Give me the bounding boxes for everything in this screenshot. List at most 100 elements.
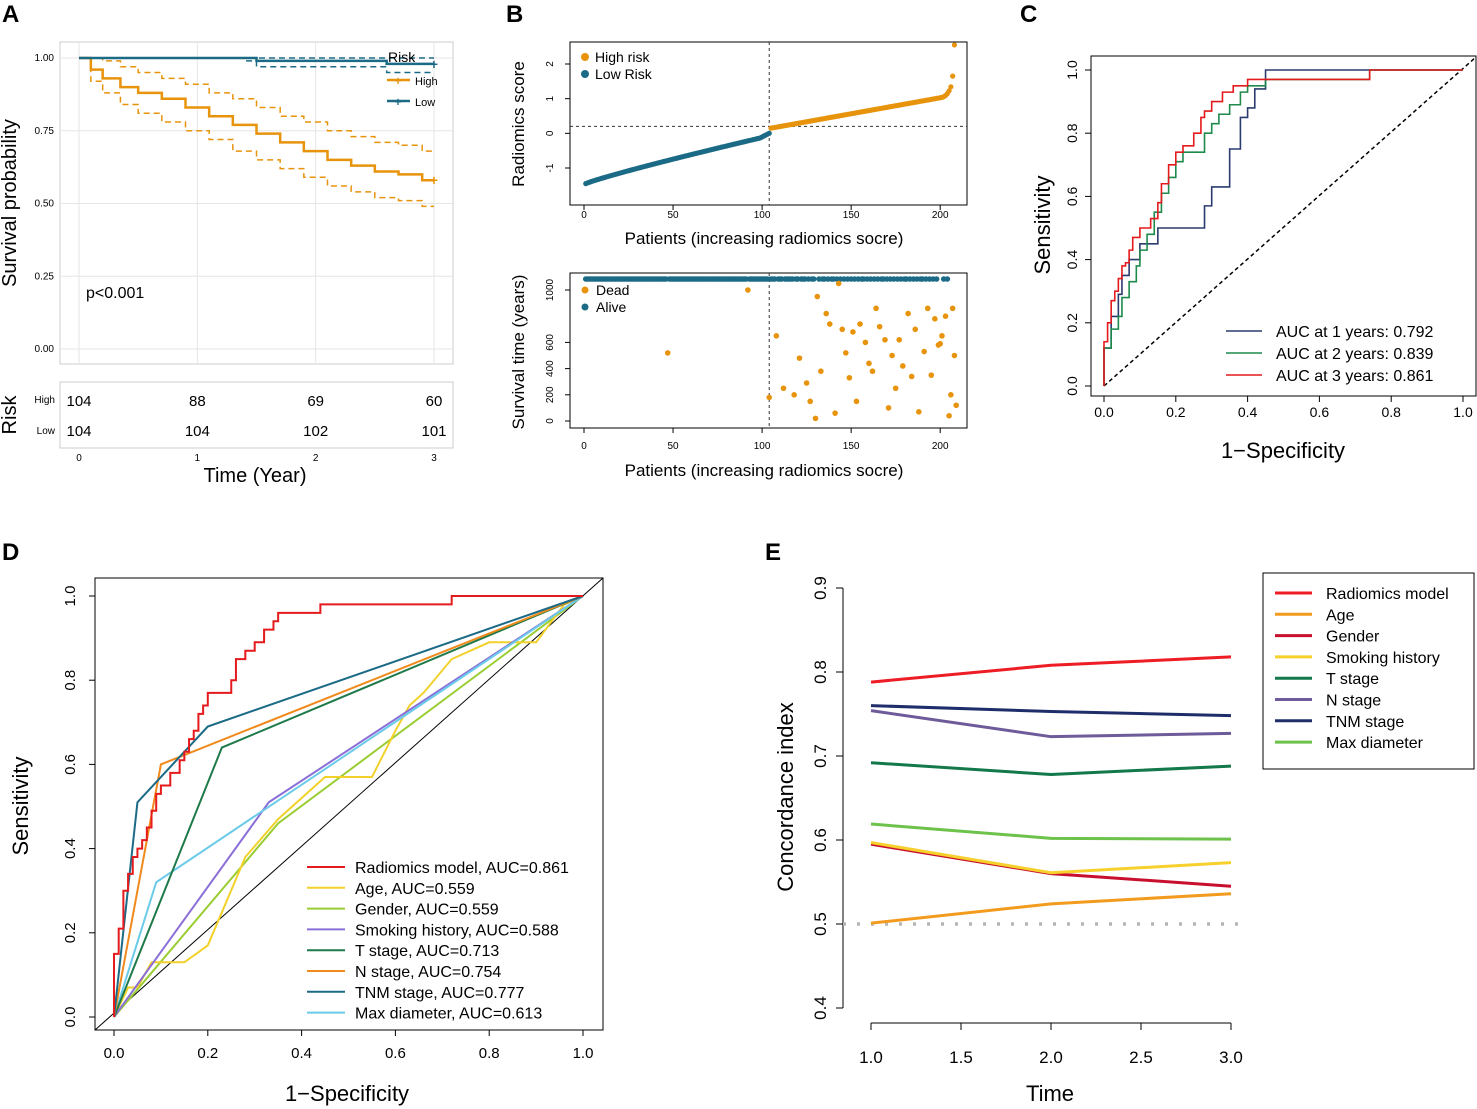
panel-letter-e: E <box>765 539 781 566</box>
panel-b-bottom-points <box>582 276 960 422</box>
panel-d-ytick-label: 1.0 <box>62 586 79 607</box>
panel-e-lines <box>843 655 1247 926</box>
panel-b-top-frame <box>569 41 968 206</box>
panel-a-km-plot: 0.000.250.500.751.00 ++ Survival probabi… <box>0 41 454 487</box>
panel-c-curve-2y <box>1103 69 1463 386</box>
panel-a-xlabel: Time (Year) <box>204 465 307 487</box>
panel-d-curve-max-diameter <box>113 595 584 1018</box>
panel-b-bottom-xtick-label: 150 <box>843 441 860 452</box>
panel-c-ytick-label: 0.0 <box>1064 376 1080 396</box>
panel-b-bottom-point-dead <box>946 412 952 419</box>
panel-a-risk-count: 60 <box>426 393 443 410</box>
panel-b-bottom-point-dead <box>873 305 879 312</box>
panel-c-legend-label: AUC at 1 years: 0.792 <box>1276 324 1434 341</box>
panel-b-bottom-ytick-label: 0 <box>545 418 556 424</box>
panel-b-bottom-point-dead <box>876 323 883 330</box>
panel-e-legend-label: N stage <box>1326 693 1381 710</box>
panel-d-ytick-label: 0.0 <box>62 1007 79 1028</box>
panel-e-legend-label: Gender <box>1326 629 1380 646</box>
panel-c-curve-3y <box>1103 69 1463 386</box>
panel-b-top-point-high <box>946 88 952 94</box>
panel-b-survival-plot: 0 50 100 150 200 0 200 400 600 1000 Survival time… <box>509 272 968 480</box>
panel-b-bottom-point-dead <box>818 368 824 375</box>
panel-b-bottom-ytick-label: 1000 <box>545 278 556 301</box>
panel-d-xtick-label: 0.4 <box>291 1045 312 1062</box>
panel-b-top-xtick-label: 0 <box>581 210 587 221</box>
panel-d-ticks: 0.0 0.2 0.4 0.6 0.8 1.0 0.0 0.2 0.4 0.6 0.8 1.0 <box>62 586 593 1062</box>
panel-e-line-smoking-history <box>870 841 1232 875</box>
panel-d-legend-label: Age, AUC=0.559 <box>355 881 475 898</box>
panel-a-legend-title: Risk <box>388 49 416 65</box>
panel-d-xtick-label: 0.6 <box>385 1045 406 1062</box>
panel-c-ytick-label: 0.2 <box>1064 313 1080 333</box>
panel-e-ytick-label: 0.7 <box>811 744 830 768</box>
panel-a-ytick-label: 1.00 <box>35 53 55 64</box>
panel-b-bottom-xtick-label: 100 <box>754 441 771 452</box>
panel-b-bottom-point-dead <box>823 310 830 317</box>
panel-a-risk-row-low-label: Low <box>37 426 56 437</box>
panel-e-legend-label: T stage <box>1326 671 1379 688</box>
panel-c-frame <box>1090 55 1477 397</box>
panel-a-risk-count: 104 <box>66 423 91 440</box>
panel-letter-b: B <box>506 1 523 28</box>
panel-b-bottom-point-dead <box>866 360 872 367</box>
panel-d-legend-label: N stage, AUC=0.754 <box>355 964 501 981</box>
panel-b-bottom-xtick-label: 200 <box>932 441 949 452</box>
panel-b-bottom-point-dead <box>885 405 892 411</box>
panel-d-curve-n-stage <box>113 595 584 1018</box>
panel-d-legend-label: Gender, AUC=0.559 <box>355 902 499 919</box>
panel-b-top-points <box>583 42 958 187</box>
panel-d-legend-label: T stage, AUC=0.713 <box>355 943 499 960</box>
panel-e-xtick-label: 1.0 <box>859 1048 883 1067</box>
panel-e-ytick-label: 0.8 <box>811 660 830 684</box>
panel-a-legend-high-plus: + <box>394 74 401 88</box>
panel-a-curves: ++ <box>79 56 438 208</box>
panel-letter-c: C <box>1020 1 1037 28</box>
panel-e-line-tnm-stage <box>870 704 1232 718</box>
panel-b-bottom-point-dead <box>862 339 869 346</box>
panel-b-bottom-ytick-label: 600 <box>545 334 556 351</box>
panel-b-bottom-point-dead <box>826 321 833 327</box>
panel-a-xtick-label: 3 <box>431 453 437 464</box>
panel-b-bottom-point-dead <box>916 409 922 415</box>
panel-e-ytick-label: 0.5 <box>811 912 830 936</box>
panel-d-curves <box>94 577 604 1031</box>
panel-c-ylabel: Sensitivity <box>1030 175 1055 274</box>
panel-b-top-legend-high-dot <box>581 53 589 61</box>
panel-b-bottom-point-alive <box>810 276 817 282</box>
panel-e-xtick-label: 1.5 <box>949 1048 973 1067</box>
panel-e-xtick-label: 2.0 <box>1039 1048 1063 1067</box>
panel-c-ytick-label: 0.6 <box>1064 186 1080 206</box>
panel-d-ytick-label: 0.2 <box>62 922 79 943</box>
panel-e-legend-label: TNM stage <box>1326 714 1404 731</box>
panel-c-diagonal <box>1103 56 1477 387</box>
panel-b-bottom-point-dead <box>812 415 819 422</box>
panel-e-line-radiomics-model <box>870 655 1232 684</box>
panel-a-legend-low: Low <box>415 97 435 109</box>
panel-c-curve-1y <box>1103 69 1463 386</box>
panel-b-bottom-point-dead <box>807 398 813 405</box>
panel-e-xtick-label: 3.0 <box>1219 1048 1243 1067</box>
panel-b-bottom-point-dead <box>889 352 895 359</box>
panel-d-curve-t-stage <box>113 595 584 1018</box>
panel-b-bottom-point-dead <box>803 380 810 386</box>
panel-b-top-xlabel: Patients (increasing radiomics socre) <box>625 229 904 248</box>
panel-b-top-point-low <box>766 130 772 136</box>
panel-a-xticks: 0 1 2 3 <box>76 453 437 464</box>
panel-a-risk-count: 88 <box>189 393 206 410</box>
panel-b-score-plot: 0 50 100 150 200 -1 0 1 2 Radiomics score Patien… <box>509 41 968 248</box>
panel-e-legend: Radiomics model Age Gender Smoking history T… <box>1275 586 1449 752</box>
panel-c-legend-label: AUC at 2 years: 0.839 <box>1276 346 1434 363</box>
panel-e-line-t-stage <box>870 761 1232 776</box>
panel-a-risk-row-high-label: High <box>34 395 55 406</box>
panel-letter-a: A <box>2 1 19 28</box>
panel-d-curve-gender <box>113 595 584 1018</box>
panel-a-censor-mark-high: + <box>430 172 438 188</box>
panel-a-risk-count: 102 <box>303 423 328 440</box>
panel-e-axes: 0.4 0.5 0.6 0.7 0.8 0.9 1.0 1.5 2.0 2.5 3.0 <box>811 576 1243 1067</box>
panel-b-bottom-ticks: 0 50 100 150 200 0 200 400 600 1000 <box>545 273 949 452</box>
panel-a-risk-count: 104 <box>66 393 91 410</box>
panel-b-top-xtick-label: 150 <box>843 210 860 221</box>
panel-b-bottom-point-dead <box>939 333 945 339</box>
